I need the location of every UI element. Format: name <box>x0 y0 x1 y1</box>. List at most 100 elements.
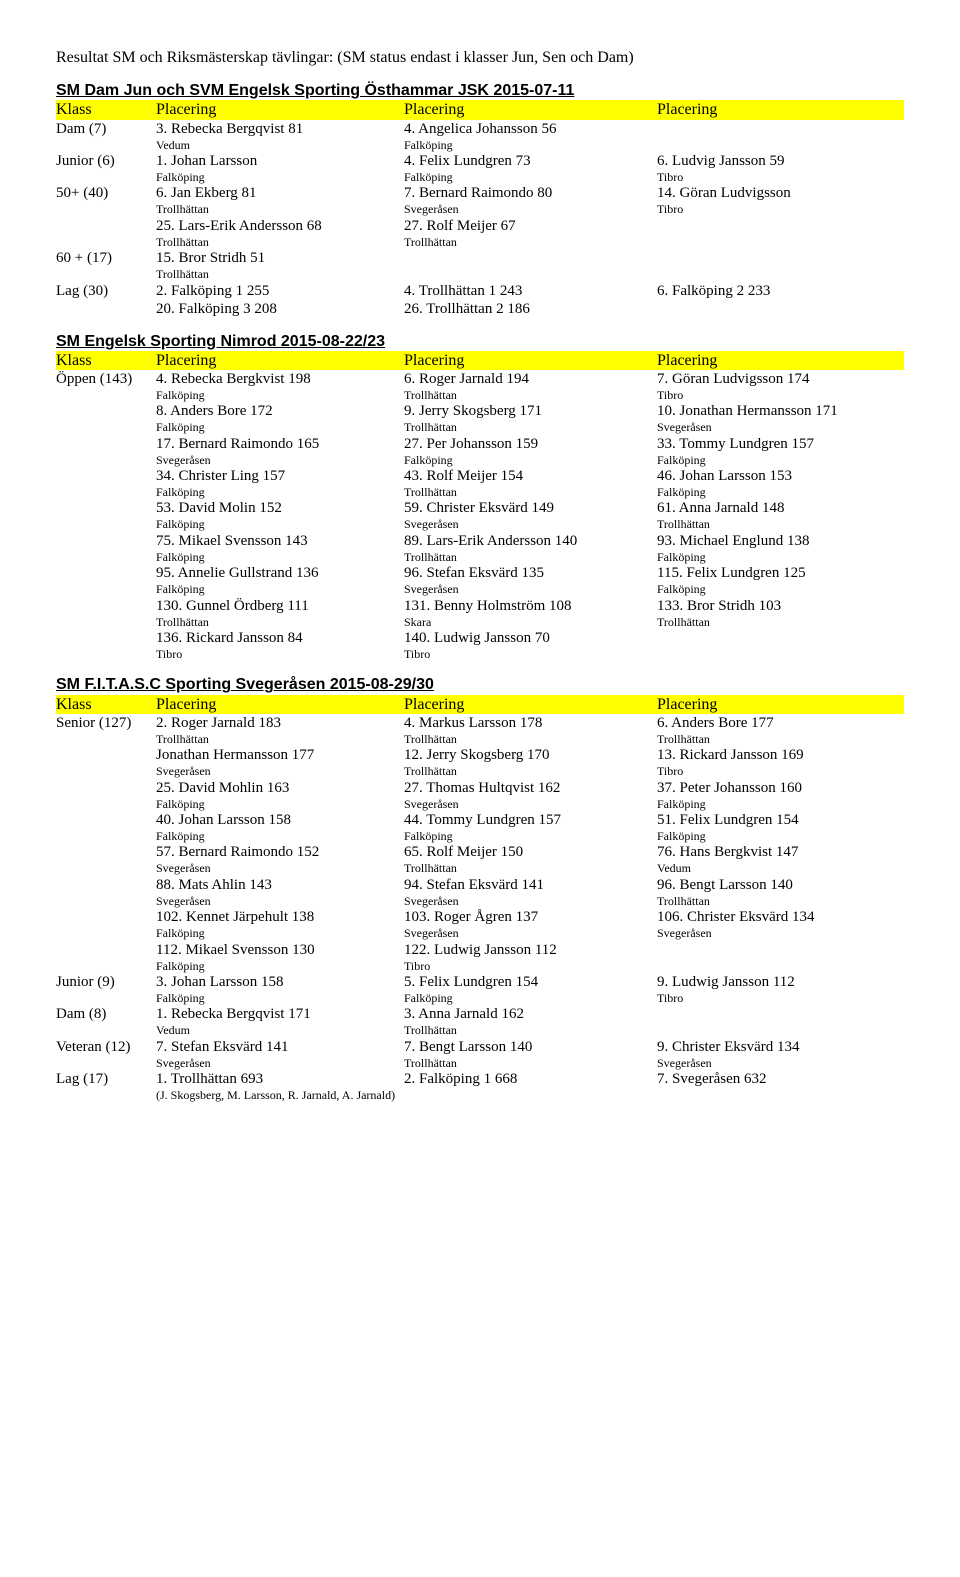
result-sub: Falköping <box>156 829 404 843</box>
result-sub: Svegeråsen <box>156 861 404 875</box>
result-cell: 20. Falköping 3 208 <box>156 300 404 318</box>
result-main: 27. Rolf Meijer 67 <box>404 217 657 235</box>
result-main: 4. Angelica Johansson 56 <box>404 120 657 138</box>
klass-cell <box>56 876 156 908</box>
result-sub: Trollhättan <box>156 615 404 629</box>
result-main: 106. Christer Eksvärd 134 <box>657 908 917 926</box>
result-cell: 33. Tommy Lundgren 157Falköping <box>657 435 917 467</box>
result-sub: Tibro <box>404 647 657 661</box>
result-sub: Tibro <box>657 764 917 778</box>
result-sub: Falköping <box>156 797 404 811</box>
klass-cell <box>56 843 156 875</box>
klass-cell: Lag (30) <box>56 282 156 300</box>
result-sub: Trollhättan <box>404 861 657 875</box>
result-main: 88. Mats Ahlin 143 <box>156 876 404 894</box>
result-main: 9. Jerry Skogsberg 171 <box>404 402 657 420</box>
result-cell: 140. Ludwig Jansson 70Tibro <box>404 629 657 661</box>
result-main: 96. Bengt Larsson 140 <box>657 876 917 894</box>
result-main: 10. Jonathan Hermansson 171 <box>657 402 917 420</box>
result-main: 95. Annelie Gullstrand 136 <box>156 564 404 582</box>
table-row: 50+ (40)6. Jan Ekberg 81Trollhättan7. Be… <box>56 184 904 216</box>
result-cell: 7. Stefan Eksvärd 141Svegeråsen <box>156 1038 404 1070</box>
result-main: 7. Bengt Larsson 140 <box>404 1038 657 1056</box>
result-cell <box>657 300 917 318</box>
klass-cell <box>56 467 156 499</box>
result-main: 1. Rebecka Bergqvist 171 <box>156 1005 404 1023</box>
result-sub: Falköping <box>156 388 404 402</box>
result-main: 34. Christer Ling 157 <box>156 467 404 485</box>
result-cell <box>657 217 917 249</box>
hdr-p2: Placering <box>404 100 657 119</box>
result-cell: 7. Bernard Raimondo 80Svegeråsen <box>404 184 657 216</box>
result-cell <box>657 120 917 152</box>
section-2-title: SM Engelsk Sporting Nimrod 2015-08-22/23 <box>56 332 904 351</box>
section-1-title: SM Dam Jun och SVM Engelsk Sporting Östh… <box>56 81 904 100</box>
result-main: 4. Markus Larsson 178 <box>404 714 657 732</box>
result-sub: Falköping <box>657 797 917 811</box>
table-row: 88. Mats Ahlin 143Svegeråsen94. Stefan E… <box>56 876 904 908</box>
result-sub: Falköping <box>657 453 917 467</box>
result-cell: 17. Bernard Raimondo 165Svegeråsen <box>156 435 404 467</box>
result-cell: 1. Rebecka Bergqvist 171Vedum <box>156 1005 404 1037</box>
result-cell: 133. Bror Stridh 103Trollhättan <box>657 597 917 629</box>
hdr-p3: Placering <box>657 100 917 119</box>
result-sub: Trollhättan <box>404 1056 657 1070</box>
result-main: 133. Bror Stridh 103 <box>657 597 917 615</box>
result-cell: 61. Anna Jarnald 148Trollhättan <box>657 499 917 531</box>
result-cell: 88. Mats Ahlin 143Svegeråsen <box>156 876 404 908</box>
section-3-header: Klass Placering Placering Placering <box>56 695 904 714</box>
result-sub: Vedum <box>657 861 917 875</box>
result-main: 4. Rebecka Bergkvist 198 <box>156 370 404 388</box>
result-main: 15. Bror Stridh 51 <box>156 249 404 267</box>
hdr-p1: Placering <box>156 695 404 714</box>
result-sub: Trollhättan <box>156 267 404 281</box>
hdr-p2: Placering <box>404 695 657 714</box>
result-sub: Trollhättan <box>156 235 404 249</box>
result-sub: Falköping <box>156 582 404 596</box>
section-3: SM F.I.T.A.S.C Sporting Svegeråsen 2015-… <box>56 675 904 1102</box>
result-main: 61. Anna Jarnald 148 <box>657 499 917 517</box>
result-main: 140. Ludwig Jansson 70 <box>404 629 657 647</box>
result-main: 37. Peter Johansson 160 <box>657 779 917 797</box>
result-cell: 10. Jonathan Hermansson 171Svegeråsen <box>657 402 917 434</box>
result-sub: Svegeråsen <box>657 1056 917 1070</box>
hdr-klass: Klass <box>56 351 156 370</box>
result-main: 2. Roger Jarnald 183 <box>156 714 404 732</box>
result-cell: 51. Felix Lundgren 154Falköping <box>657 811 917 843</box>
result-cell: 115. Felix Lundgren 125Falköping <box>657 564 917 596</box>
result-main: 2. Falköping 1 255 <box>156 282 404 300</box>
result-main: 7. Svegeråsen 632 <box>657 1070 917 1088</box>
result-cell: 112. Mikael Svensson 130Falköping <box>156 941 404 973</box>
result-sub: Falköping <box>156 926 404 940</box>
result-sub: Svegeråsen <box>404 926 657 940</box>
result-sub: Svegeråsen <box>156 764 404 778</box>
result-cell: 4. Rebecka Bergkvist 198Falköping <box>156 370 404 402</box>
page-title: Resultat SM och Riksmästerskap tävlingar… <box>56 48 904 67</box>
result-sub: Trollhättan <box>404 420 657 434</box>
result-main: 76. Hans Bergkvist 147 <box>657 843 917 861</box>
klass-cell: Lag (17) <box>56 1070 156 1102</box>
result-cell: 3. Johan Larsson 158Falköping <box>156 973 404 1005</box>
result-cell <box>657 629 917 661</box>
result-main: 4. Felix Lundgren 73 <box>404 152 657 170</box>
result-sub: Trollhättan <box>156 732 404 746</box>
result-sub: Falköping <box>404 138 657 152</box>
klass-cell: 50+ (40) <box>56 184 156 216</box>
result-sub: Falköping <box>657 829 917 843</box>
table-row: 112. Mikael Svensson 130Falköping122. Lu… <box>56 941 904 973</box>
result-main: 3. Anna Jarnald 162 <box>404 1005 657 1023</box>
klass-cell <box>56 402 156 434</box>
result-cell <box>404 249 657 281</box>
klass-cell <box>56 629 156 661</box>
result-sub: Tibro <box>657 202 917 216</box>
result-main: 4. Trollhättan 1 243 <box>404 282 657 300</box>
klass-cell <box>56 746 156 778</box>
klass-cell <box>56 499 156 531</box>
result-sub: Falköping <box>156 959 404 973</box>
result-main: 43. Rolf Meijer 154 <box>404 467 657 485</box>
table-row: Lag (30)2. Falköping 1 2554. Trollhättan… <box>56 282 904 300</box>
table-row: 17. Bernard Raimondo 165Svegeråsen27. Pe… <box>56 435 904 467</box>
table-row: Veteran (12)7. Stefan Eksvärd 141Svegerå… <box>56 1038 904 1070</box>
result-sub: Trollhättan <box>404 1023 657 1037</box>
result-sub: Vedum <box>156 1023 404 1037</box>
